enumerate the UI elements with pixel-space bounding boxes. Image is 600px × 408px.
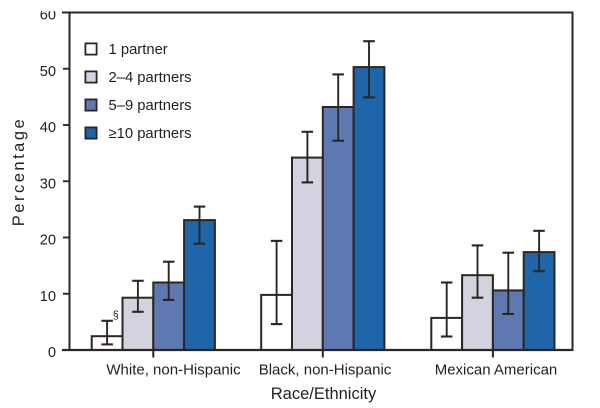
svg-text:40: 40: [40, 120, 56, 136]
svg-text:30: 30: [40, 176, 56, 192]
svg-text:60: 60: [40, 8, 56, 24]
svg-text:Black, non-Hispanic: Black, non-Hispanic: [259, 362, 392, 379]
svg-text:10: 10: [40, 289, 56, 305]
svg-text:20: 20: [40, 233, 56, 249]
svg-text:50: 50: [40, 64, 56, 80]
svg-text:Mexican American: Mexican American: [435, 362, 558, 379]
svg-text:Race/Ethnicity: Race/Ethnicity: [271, 385, 377, 403]
svg-text:§: §: [113, 310, 119, 322]
svg-text:White, non-Hispanic: White, non-Hispanic: [106, 362, 241, 379]
svg-text:Percentage: Percentage: [10, 117, 28, 226]
svg-text:0: 0: [48, 345, 56, 361]
svg-text:5–9 partners: 5–9 partners: [109, 98, 192, 114]
svg-text:1 partner: 1 partner: [109, 42, 168, 58]
svg-text:≥10 partners: ≥10 partners: [109, 126, 192, 142]
svg-text:2–4 partners: 2–4 partners: [109, 70, 192, 86]
